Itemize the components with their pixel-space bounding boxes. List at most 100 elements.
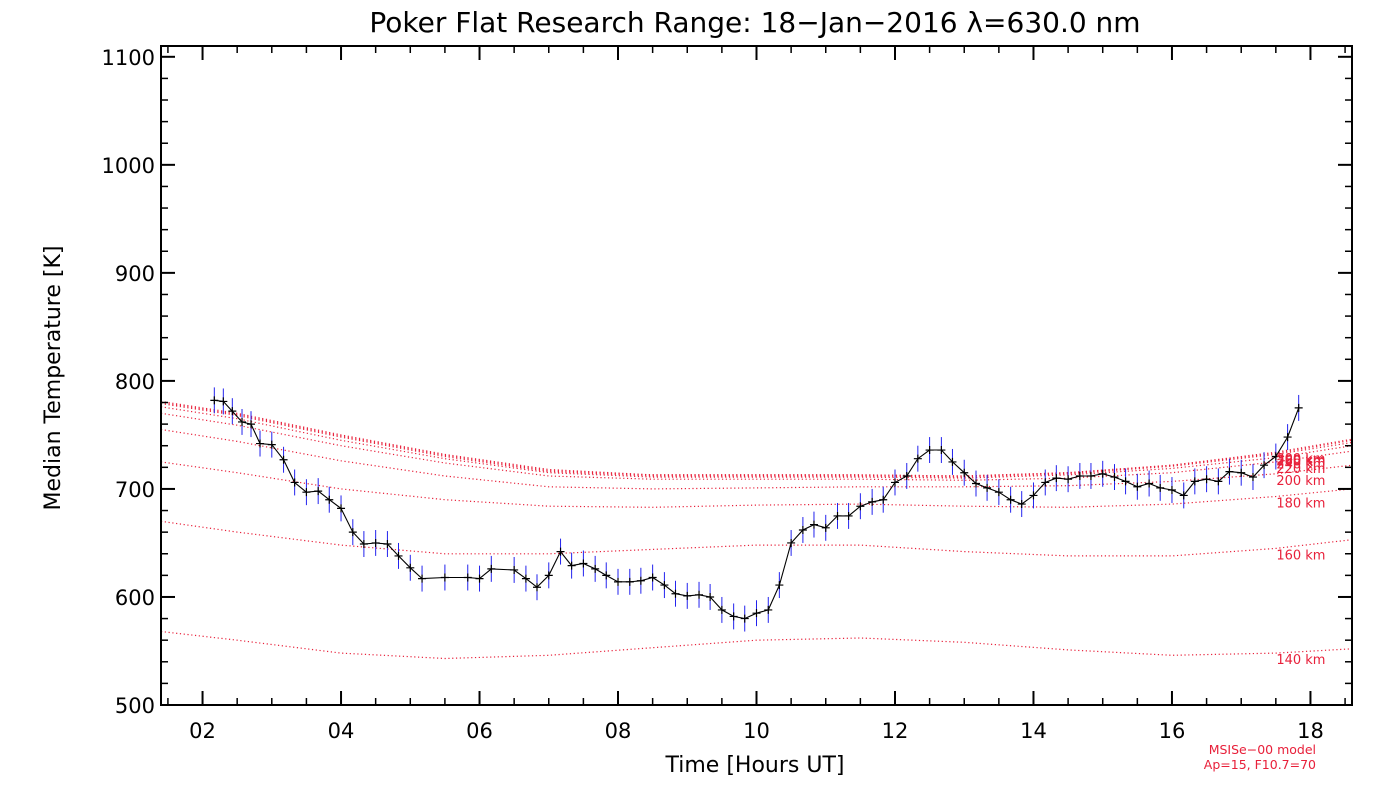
model-curve-280km (161, 401, 1352, 477)
data-point (579, 559, 588, 568)
y-tick-label: 1000 (102, 154, 155, 178)
model-curve-220km (161, 412, 1352, 481)
data-point (1167, 486, 1176, 495)
data-point (821, 523, 830, 532)
data-point (1248, 473, 1257, 482)
data-point (648, 573, 657, 582)
data-point (463, 573, 472, 582)
model-label-300km: 300 km (1276, 452, 1325, 467)
data-point (325, 495, 334, 504)
data-point (856, 502, 865, 511)
data-point (371, 538, 380, 547)
data-point (256, 439, 265, 448)
data-point (1133, 482, 1142, 491)
data-point (752, 609, 761, 618)
data-point (1110, 473, 1119, 482)
data-point (487, 564, 496, 573)
data-point (247, 420, 256, 429)
data-point (302, 488, 311, 497)
data-point (717, 605, 726, 614)
data-point (994, 488, 1003, 497)
data-point (567, 561, 576, 570)
data-point (972, 479, 981, 488)
data-point (729, 612, 738, 621)
data-point (671, 589, 680, 598)
x-tick-label: 16 (1159, 719, 1186, 743)
model-label-140km: 140 km (1276, 653, 1325, 668)
data-point (890, 478, 899, 487)
model-curve-300km (161, 400, 1352, 477)
y-tick-label: 800 (115, 370, 155, 394)
data-point (1075, 471, 1084, 480)
x-tick-label: 14 (1020, 719, 1047, 743)
model-label-200km: 200 km (1276, 474, 1325, 489)
data-point (925, 446, 934, 455)
data-point (544, 571, 553, 580)
model-curve-240km (161, 406, 1352, 479)
x-tick-label: 02 (189, 719, 216, 743)
data-point (1179, 491, 1188, 500)
y-tick-label: 600 (115, 586, 155, 610)
data-point (775, 581, 784, 590)
data-point (290, 478, 299, 487)
x-tick-label: 04 (328, 719, 355, 743)
data-point (740, 614, 749, 623)
data-point (983, 483, 992, 492)
data-point (1145, 479, 1154, 488)
model-curve-180km (161, 461, 1352, 508)
data-point (1017, 500, 1026, 509)
data-point (764, 605, 773, 614)
data-point (591, 564, 600, 573)
data-point (1260, 461, 1269, 470)
data-point (383, 540, 392, 549)
data-point (1271, 452, 1280, 461)
data-point (1156, 483, 1165, 492)
data-point (1237, 468, 1246, 477)
data-point (359, 540, 368, 549)
data-point (521, 574, 530, 583)
data-point (228, 407, 237, 416)
data-point (625, 577, 634, 586)
y-tick-label: 500 (115, 694, 155, 718)
data-point (960, 468, 969, 477)
data-point (1064, 475, 1073, 484)
data-point (1202, 475, 1211, 484)
model-curve-260km (161, 403, 1352, 478)
data-point (279, 455, 288, 464)
data-point (636, 576, 645, 585)
chart-title: Poker Flat Research Range: 18−Jan−2016 λ… (369, 6, 1140, 39)
y-axis-label: Median Temperature [K] (41, 246, 66, 511)
data-point (1006, 495, 1015, 504)
data-point (1294, 403, 1303, 412)
model-note: MSISe−00 model (1209, 742, 1316, 757)
data-point (879, 495, 888, 504)
data-point (1086, 471, 1095, 480)
model-params: Ap=15, F10.7=70 (1204, 757, 1316, 772)
temperature-line (214, 399, 1300, 620)
data-point (475, 574, 484, 583)
data-point (532, 583, 541, 592)
data-point (210, 396, 219, 405)
data-point (219, 397, 228, 406)
x-tick-label: 08 (605, 719, 632, 743)
data-point (602, 571, 611, 580)
data-point (406, 563, 415, 572)
data-point (948, 457, 957, 466)
data-point (913, 454, 922, 463)
x-tick-label: 18 (1297, 719, 1324, 743)
data-point (1225, 467, 1234, 476)
data-point (844, 511, 853, 520)
model-label-180km: 180 km (1276, 496, 1325, 511)
data-point (1121, 477, 1130, 486)
data-point (510, 565, 519, 574)
data-point (440, 573, 449, 582)
data-point (348, 528, 357, 537)
x-tick-label: 10 (743, 719, 770, 743)
y-tick-label: 900 (115, 262, 155, 286)
x-axis-label: Time [Hours UT] (665, 753, 845, 778)
model-curve-160km (161, 520, 1352, 557)
data-point (1041, 478, 1050, 487)
data-point (706, 592, 715, 601)
data-point (337, 504, 346, 513)
